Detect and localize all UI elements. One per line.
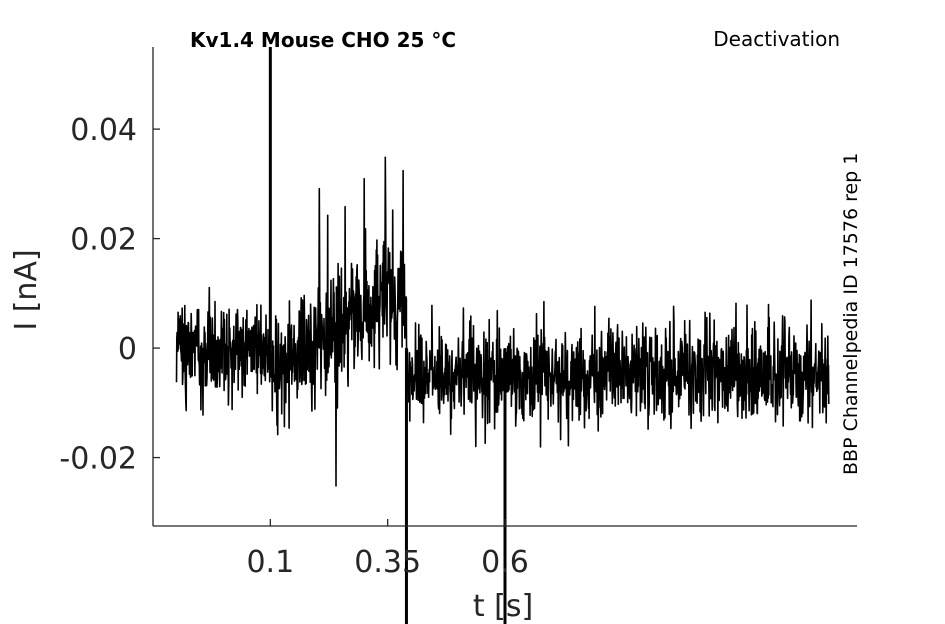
protocol-label: Deactivation [713, 27, 840, 51]
y-axis-label: I [nA] [9, 249, 44, 330]
x-tick-label: 0.6 [481, 545, 529, 580]
y-tick-label: 0.04 [70, 113, 137, 148]
plot-area [175, 47, 830, 624]
series-line [175, 156, 830, 487]
source-label: BBP Channelpedia ID 17576 rep 1 [840, 153, 862, 475]
y-tick-label: -0.02 [59, 442, 137, 477]
x-axis-label: t [s] [473, 589, 533, 624]
y-tick-label: 0 [118, 332, 137, 367]
x-ticks: 0.1 0.35 0.6 [246, 519, 529, 580]
y-tick-label: 0.02 [70, 223, 137, 258]
x-tick-label: 0.35 [354, 545, 421, 580]
chart-title: Kv1.4 Mouse CHO 25 °C [190, 28, 456, 52]
y-ticks: -0.02 0 0.02 0.04 [59, 113, 160, 477]
x-tick-label: 0.1 [246, 545, 294, 580]
